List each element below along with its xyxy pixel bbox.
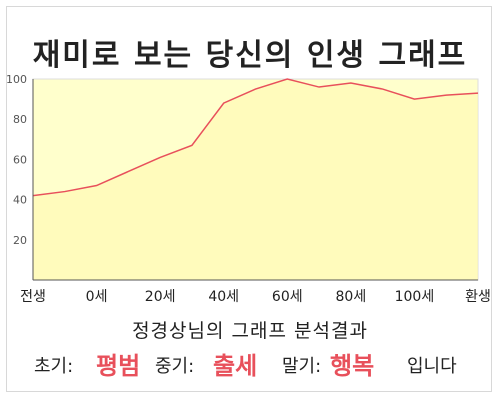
result-ending: 입니다	[407, 356, 457, 377]
y-tick-label: 100	[6, 73, 27, 86]
early-label: 초기:	[34, 356, 74, 377]
late-label: 말기:	[282, 356, 322, 377]
y-tick-label: 60	[13, 153, 27, 166]
life-area	[33, 79, 478, 280]
late-value: 행복	[330, 352, 375, 380]
y-tick-label: 20	[13, 234, 27, 247]
x-tick-label: 40세	[208, 289, 239, 305]
life-line	[32, 78, 479, 197]
x-tick-label: 전생	[20, 289, 46, 305]
result-summary: 초기: 평범 중기: 출세 말기: 행복 입니다	[0, 342, 500, 382]
y-tick-label: 40	[13, 194, 27, 207]
x-tick-label: 20세	[145, 289, 176, 305]
x-tick-labels: 전생 0세 20세 40세 60세 80세 100세 환생	[20, 289, 491, 305]
x-tick-label: 환생	[465, 289, 491, 305]
y-tick-label: 80	[13, 113, 27, 126]
x-tick-label: 100세	[395, 289, 435, 305]
x-tick-label: 0세	[86, 289, 108, 305]
x-tick-label: 60세	[272, 289, 303, 305]
chart-title: 재미로 보는 당신의 인생 그래프	[32, 38, 468, 73]
middle-label: 중기:	[155, 356, 195, 377]
y-tick-labels: 20 40 60 80 100	[6, 73, 27, 247]
card-frame	[6, 6, 492, 392]
result-title: 정경상님의 그래프 분석결과	[132, 320, 368, 342]
middle-value: 출세	[213, 352, 258, 380]
x-tick-label: 80세	[336, 289, 367, 305]
early-value: 평범	[96, 352, 141, 380]
